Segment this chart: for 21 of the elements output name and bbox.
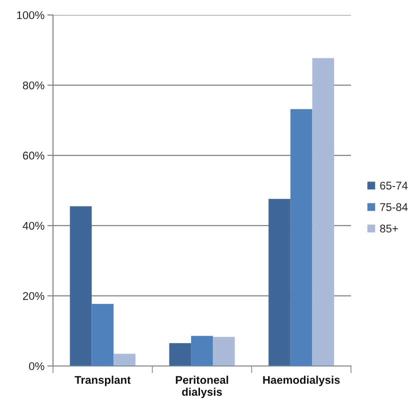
bar (290, 109, 312, 366)
x-tick-label: Peritoneal dialysis (176, 376, 228, 398)
legend-label: 65-74 (380, 182, 408, 190)
y-tick-label: 80% (22, 81, 44, 90)
bar (114, 354, 136, 366)
bar (312, 58, 334, 366)
x-tick-label: Haemodialysis (263, 376, 340, 386)
bar (169, 343, 192, 366)
bar (70, 206, 92, 366)
legend-label: 85+ (380, 224, 398, 232)
x-tick-label: Transplant (74, 376, 131, 386)
y-tick-label: 0% (29, 362, 44, 370)
bar (268, 198, 290, 366)
legend-label: 75-84 (380, 203, 408, 212)
y-tick-label: 40% (22, 222, 44, 230)
y-tick-label: 60% (22, 152, 44, 160)
y-tick-label: 100% (17, 11, 44, 20)
bar (92, 304, 114, 366)
bar (191, 336, 213, 366)
bar (212, 336, 235, 366)
y-tick-label: 20% (22, 292, 44, 300)
